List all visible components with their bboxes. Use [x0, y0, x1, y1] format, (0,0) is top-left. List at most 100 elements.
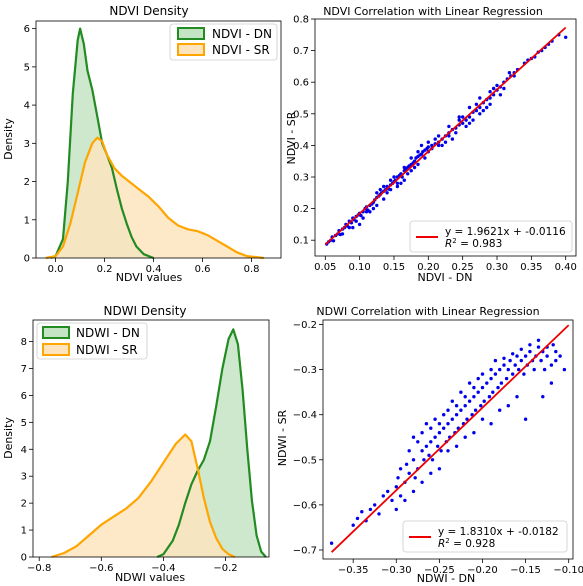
- y-axis-ticks: −0.7 −0.6 −0.5 −0.4 −0.3 −0.2: [293, 320, 323, 556]
- scatter-point: [420, 449, 424, 453]
- scatter-point: [474, 102, 479, 107]
- y-tick-label: 4: [24, 101, 30, 112]
- y-tick-label: 1: [24, 215, 30, 226]
- scatter-point: [443, 140, 448, 144]
- legend-swatch-ndvi-dn: [177, 27, 205, 40]
- scatter-point: [472, 395, 476, 399]
- scatter-point: [478, 112, 482, 116]
- scatter-point: [487, 395, 492, 399]
- scatter-point: [476, 376, 480, 381]
- scatter-point: [515, 354, 519, 358]
- y-tick-label: 3: [21, 472, 27, 483]
- scatter-point: [463, 404, 467, 408]
- scatter-point: [355, 516, 360, 521]
- scatter-point: [554, 349, 558, 354]
- scatter-point: [467, 399, 472, 403]
- scatter-point: [446, 449, 450, 453]
- scatter-point: [419, 152, 424, 156]
- scatter-point: [506, 404, 510, 408]
- scatter-point: [395, 181, 400, 185]
- chart-title: NDWI Density: [103, 304, 186, 318]
- scatter-point: [528, 343, 532, 347]
- scatter-point: [485, 381, 489, 385]
- scatter-point: [489, 422, 493, 426]
- y-tick-label: 5: [21, 418, 27, 429]
- scatter-point: [502, 86, 506, 91]
- legend-swatch-ndvi-sr: [177, 43, 205, 56]
- scatter-point: [423, 156, 427, 160]
- y-tick-label: −0.2: [293, 320, 317, 331]
- legend: NDWI - DN NDWI - SR: [36, 322, 148, 360]
- scatter-point: [407, 471, 411, 475]
- scatter-point: [433, 417, 437, 421]
- scatter-point: [495, 83, 499, 88]
- x-axis-ticks: −0.8 −0.6 −0.4 −0.2: [27, 557, 238, 574]
- scatter-point: [403, 498, 407, 503]
- scatter-point: [375, 191, 379, 195]
- scatter-point: [536, 338, 541, 342]
- scatter-point: [454, 444, 459, 448]
- axes-frame: [35, 20, 282, 259]
- chart-title: NDVI Correlation with Linear Regression: [323, 5, 543, 18]
- scatter-point: [507, 71, 512, 75]
- x-tick-label: −0.15: [510, 565, 541, 576]
- y-axis-ticks: 0 1 2 3 4 5 6: [24, 24, 36, 265]
- x-tick-label: −0.30: [381, 565, 412, 576]
- scatter-point: [424, 422, 429, 426]
- plot-area: [51, 328, 267, 559]
- x-tick-label: 0.05: [314, 262, 336, 273]
- scatter-point: [406, 172, 410, 176]
- scatter-point: [542, 367, 547, 372]
- scatter-point: [471, 118, 475, 122]
- axes-frame: [32, 319, 270, 558]
- legend-label-ndvi-sr: NDVI - SR: [212, 43, 270, 57]
- scatter-point: [413, 476, 417, 480]
- scatter-point: [419, 143, 424, 148]
- y-tick-label: 7: [21, 364, 27, 375]
- scatter-point: [402, 178, 406, 182]
- scatter-point: [549, 381, 554, 385]
- x-tick-label: 0.10: [349, 262, 371, 273]
- scatter-point: [465, 417, 469, 421]
- scatter-point: [476, 390, 480, 394]
- scatter-point: [478, 96, 482, 100]
- y-tick-label: 0.7: [293, 46, 309, 57]
- scatter-point: [467, 105, 472, 110]
- scatter-point: [440, 143, 444, 148]
- scatter-point: [360, 510, 364, 514]
- y-tick-label: 6: [24, 24, 30, 35]
- scatter-point: [437, 467, 442, 471]
- x-axis-ticks: 0.0 0.2 0.4 0.6 0.8: [48, 258, 260, 275]
- y-tick-label: 0.4: [293, 141, 309, 152]
- scatter-point: [420, 480, 424, 484]
- scatter-point: [390, 498, 394, 503]
- scatter-point: [416, 162, 420, 167]
- scatter-point: [511, 372, 515, 376]
- x-axis-label: NDWI values: [115, 571, 185, 584]
- scatter-point: [491, 86, 496, 91]
- plot-area: [45, 27, 265, 260]
- scatter-point: [351, 225, 355, 230]
- y-tick-label: 1: [21, 526, 27, 537]
- scatter-point: [437, 422, 442, 426]
- legend-swatch-ndwi-dn: [42, 326, 70, 339]
- scatter-point: [463, 435, 467, 439]
- scatter-point: [506, 367, 510, 372]
- x-tick-label: −0.20: [467, 565, 498, 576]
- scatter-point: [539, 358, 543, 363]
- scatter-point: [424, 444, 429, 448]
- scatter-point: [549, 363, 554, 367]
- scatter-point: [523, 417, 528, 421]
- y-axis-label: NDWI - SR: [276, 409, 289, 466]
- panel-ndvi-density: NDVI Density 0.0 0.2 0.4 0.6 0.8 0 1 2 3 4 5 6 NDV…: [2, 4, 282, 284]
- scatter-point: [394, 485, 398, 489]
- scatter-point: [398, 467, 403, 471]
- panel-ndwi-density: NDWI Density −0.8 −0.6 −0.4 −0.2 012345678 …: [2, 304, 270, 584]
- scatter-point: [450, 399, 454, 403]
- scatter-point: [388, 178, 393, 182]
- scatter-point: [412, 165, 417, 170]
- scatter-point: [422, 458, 426, 462]
- legend-label-ndwi-sr: NDWI - SR: [76, 343, 138, 357]
- x-axis-label: NDWI - DN: [417, 572, 475, 585]
- scatter-point: [522, 372, 526, 376]
